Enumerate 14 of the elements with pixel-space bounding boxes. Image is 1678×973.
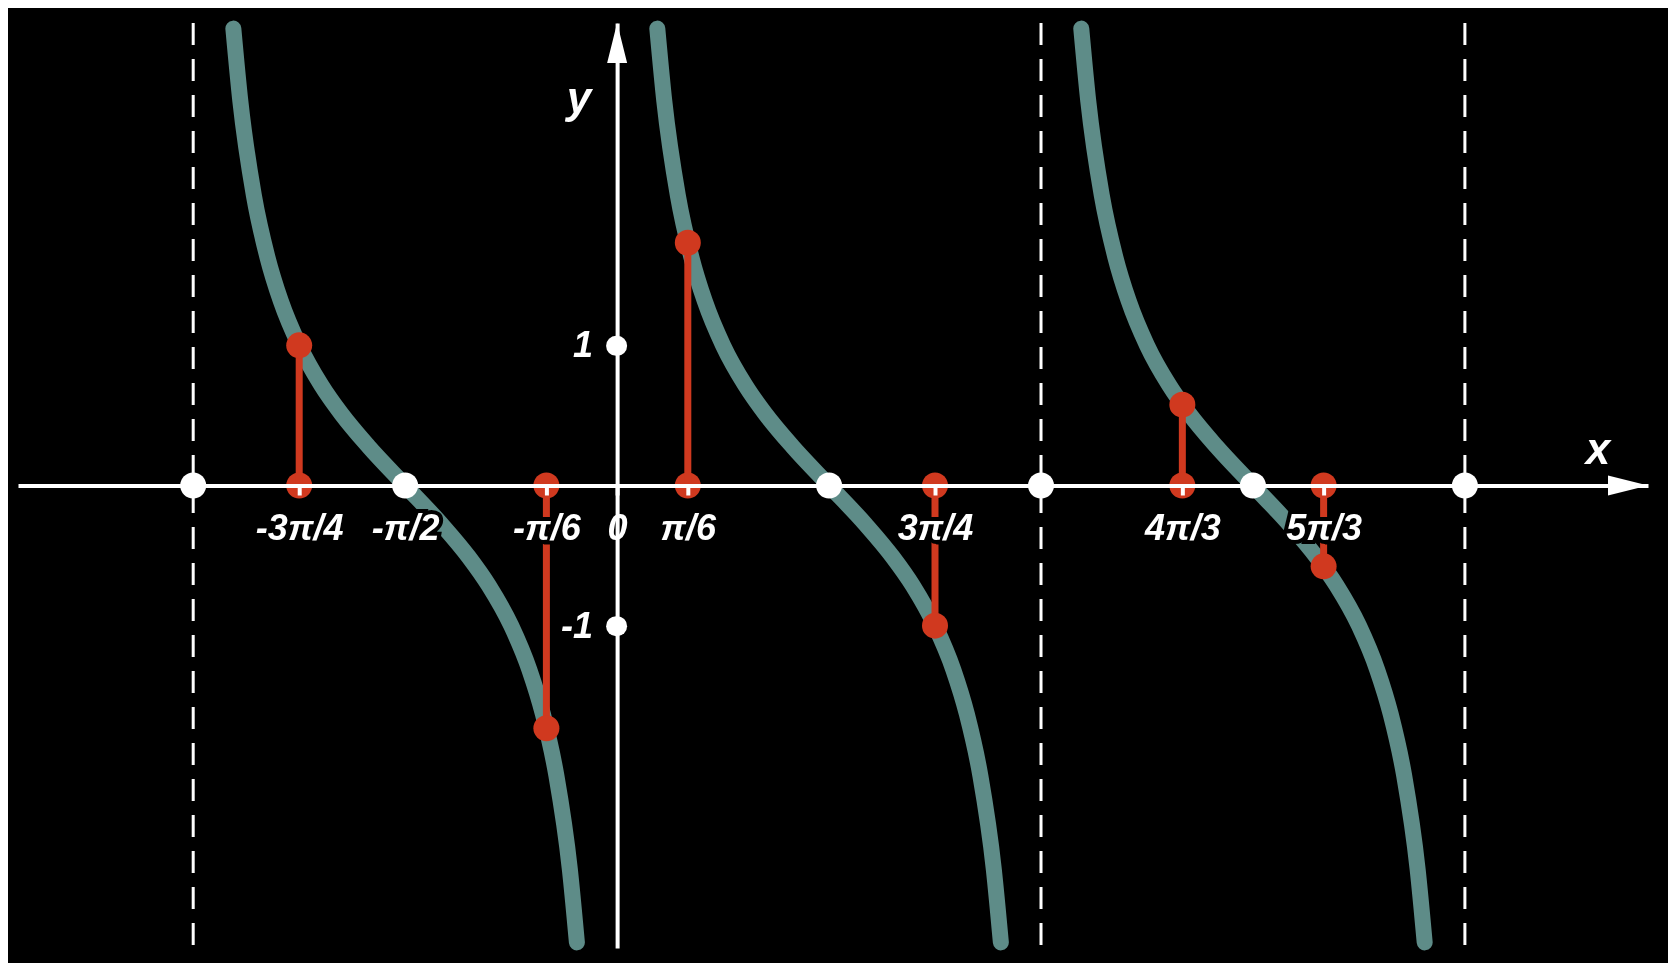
x-tick-label: π/6 (660, 506, 718, 548)
point (1169, 391, 1196, 418)
point (533, 715, 560, 742)
y-axis-title: y (564, 73, 594, 122)
x-tick-label: -π/2 (371, 506, 440, 548)
y-tick-label: 1 (573, 324, 594, 366)
point (922, 612, 949, 639)
x-axis-title: x (1583, 423, 1612, 473)
point (1310, 553, 1337, 580)
point (286, 332, 313, 359)
y-tick-label: -1 (561, 604, 594, 646)
x-tick-label: 4π/3 (1144, 506, 1221, 548)
point (674, 229, 701, 256)
x-tick-label: -3π/4 (255, 506, 344, 548)
